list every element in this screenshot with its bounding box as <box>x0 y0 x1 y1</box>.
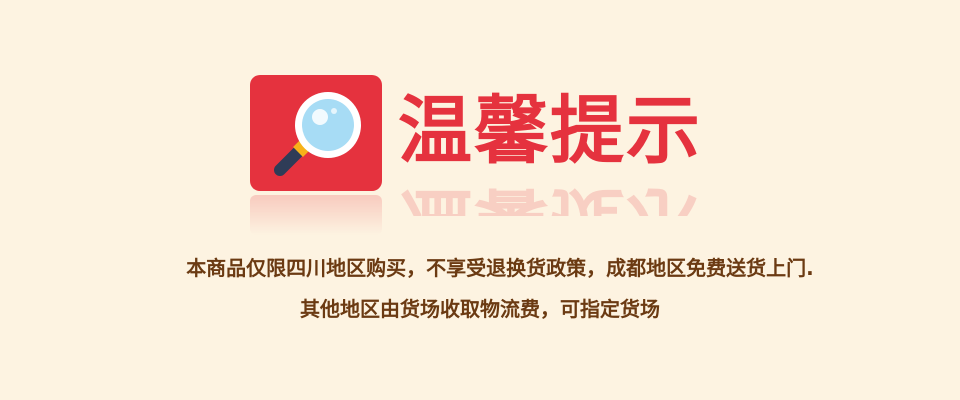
notice-title-reflection-text: 温馨提示 <box>398 176 702 216</box>
notice-title-reflection: 温馨提示 <box>398 176 702 216</box>
magnifier-icon <box>250 75 382 191</box>
notice-text-line-2: 其他地区由货场收取物流费，可指定货场 <box>300 297 660 321</box>
magnifier-icon-reflection <box>250 195 382 235</box>
notice-text-line-1: 本商品仅限四川地区购买，不享受退换货政策，成都地区免费送货上门. <box>186 256 814 280</box>
notice-title: 温馨提示 <box>398 88 702 174</box>
